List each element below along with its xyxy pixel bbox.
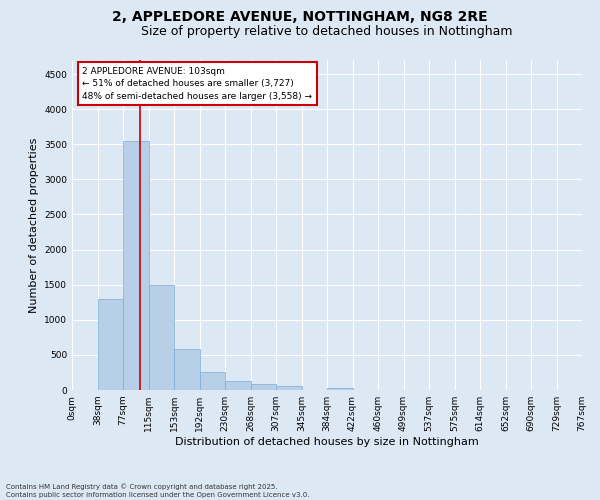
Text: 2, APPLEDORE AVENUE, NOTTINGHAM, NG8 2RE: 2, APPLEDORE AVENUE, NOTTINGHAM, NG8 2RE — [112, 10, 488, 24]
Bar — [174, 348, 199, 390]
Bar — [199, 372, 225, 390]
Bar — [123, 142, 149, 390]
Title: Size of property relative to detached houses in Nottingham: Size of property relative to detached ho… — [141, 25, 513, 38]
Bar — [97, 300, 123, 390]
Bar — [327, 388, 353, 390]
Y-axis label: Number of detached properties: Number of detached properties — [29, 138, 38, 312]
Bar — [225, 380, 251, 390]
Text: 2 APPLEDORE AVENUE: 103sqm
← 51% of detached houses are smaller (3,727)
48% of s: 2 APPLEDORE AVENUE: 103sqm ← 51% of deta… — [82, 66, 312, 100]
Bar — [276, 386, 302, 390]
Bar — [251, 384, 276, 390]
X-axis label: Distribution of detached houses by size in Nottingham: Distribution of detached houses by size … — [175, 437, 479, 447]
Text: Contains HM Land Registry data © Crown copyright and database right 2025.
Contai: Contains HM Land Registry data © Crown c… — [6, 484, 310, 498]
Bar — [149, 286, 174, 390]
